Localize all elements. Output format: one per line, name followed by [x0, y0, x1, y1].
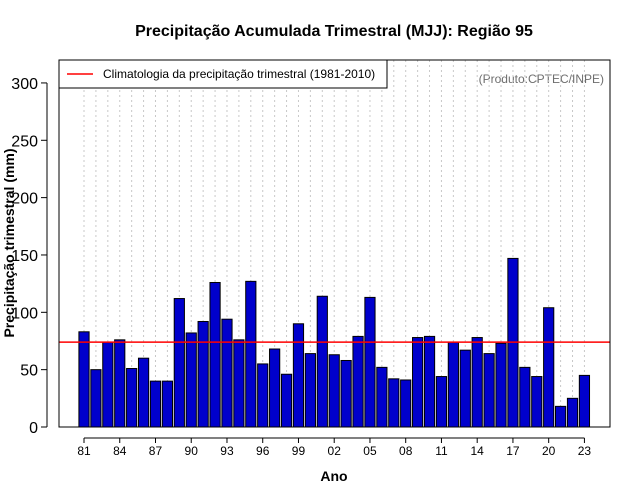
bar-2004 [352, 335, 364, 428]
y-tick-label-300: 300 [11, 76, 38, 93]
x-tick-label-99: 99 [292, 444, 306, 458]
x-tick-label-11: 11 [435, 444, 448, 458]
x-tick-label-08: 08 [399, 444, 413, 458]
y-axis-label: Precipitação trimestral (mm) [1, 148, 17, 337]
x-tick-label-14: 14 [471, 444, 485, 458]
bar-1989 [173, 298, 185, 428]
bar-2006 [376, 366, 388, 428]
x-tick-label-87: 87 [149, 444, 163, 458]
x-tick-label-23: 23 [578, 444, 592, 458]
x-tick-label-20: 20 [542, 444, 556, 458]
x-tick-label-17: 17 [506, 444, 520, 458]
bar-2008 [400, 379, 412, 428]
x-tick-label-02: 02 [328, 444, 342, 458]
bar-1984 [114, 339, 126, 428]
bar-1996 [257, 363, 269, 428]
y-tick-label-150: 150 [11, 248, 38, 265]
bar-2020 [543, 307, 555, 428]
legend: Climatologia da precipitação trimestral … [58, 59, 388, 89]
bar-1995 [245, 280, 257, 428]
bar-1998 [280, 373, 293, 428]
bar-1994 [233, 339, 245, 428]
y-axis: 0 50 100 150 200 250 300 [11, 76, 48, 437]
x-tick-label-93: 93 [220, 444, 234, 458]
bar-2019 [531, 376, 543, 428]
bar-1983 [102, 341, 114, 428]
bar-1999 [292, 323, 305, 428]
y-tick-label-0: 0 [29, 420, 38, 437]
y-tick-label-50: 50 [20, 363, 38, 380]
bar-2023 [578, 374, 591, 428]
x-tick-label-84: 84 [113, 444, 127, 458]
bar-2000 [304, 353, 316, 428]
bar-1992 [209, 281, 221, 428]
x-tick-label-05: 05 [363, 444, 377, 458]
bar-1988 [161, 380, 174, 428]
bar-2003 [340, 359, 352, 428]
bar-2016 [495, 342, 507, 428]
bar-2014 [471, 337, 483, 428]
x-tick-label-96: 96 [256, 444, 270, 458]
bar-2021 [555, 405, 567, 428]
bar-2007 [388, 378, 400, 428]
y-tick-label-200: 200 [11, 191, 38, 208]
bar-2012 [447, 341, 459, 428]
x-axis-label: Ano [320, 468, 347, 484]
y-tick-label-250: 250 [11, 133, 38, 150]
bar-1982 [90, 369, 102, 428]
bar-2005 [364, 296, 376, 428]
y-tick-label-100: 100 [11, 305, 38, 322]
bar-2011 [435, 376, 448, 428]
bar-2009 [412, 337, 424, 428]
bar-2015 [483, 353, 495, 428]
product-credit: (Produto:CPTEC/INPE) [479, 72, 604, 86]
chart-title: Precipitação Acumulada Trimestral (MJJ):… [135, 23, 533, 40]
bar-2001 [316, 295, 328, 428]
bar-1985 [126, 368, 138, 428]
bar-1991 [197, 320, 209, 428]
bar-1997 [269, 348, 281, 428]
bar-2013 [459, 349, 471, 428]
bar-1986 [137, 357, 150, 428]
bar-2022 [566, 397, 579, 428]
bar-2002 [328, 354, 340, 428]
bar-1987 [149, 380, 162, 428]
x-axis: 81 84 87 90 93 96 99 02 05 08 11 14 17 20 23 [77, 437, 592, 458]
x-tick-label-81: 81 [77, 444, 91, 458]
bar-2018 [519, 366, 531, 428]
bar-1993 [221, 318, 233, 428]
legend-label: Climatologia da precipitação trimestral … [103, 67, 375, 81]
x-tick-label-90: 90 [185, 444, 199, 458]
legend-box [58, 59, 388, 89]
bar-1981 [78, 331, 90, 428]
bar-1990 [185, 332, 197, 428]
bar-2010 [423, 335, 436, 428]
